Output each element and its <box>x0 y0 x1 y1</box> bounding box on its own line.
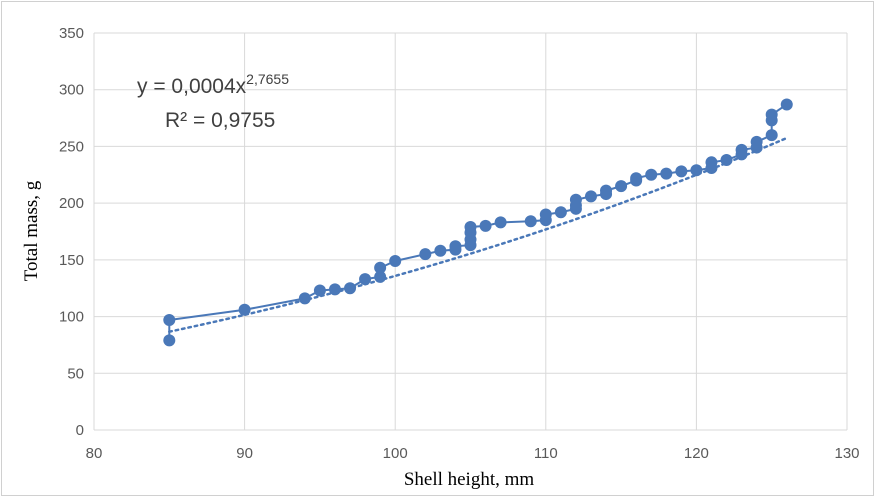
equation-base: y = 0,0004x <box>137 75 247 98</box>
data-point <box>630 172 643 185</box>
data-point <box>359 273 372 286</box>
series-line-group <box>168 103 788 341</box>
data-point <box>344 282 357 295</box>
data-point <box>750 135 763 148</box>
y-tick-label: 350 <box>59 25 84 42</box>
y-tick-label: 250 <box>59 138 84 155</box>
data-point <box>569 193 582 206</box>
data-point <box>660 167 673 180</box>
tick-labels: 0 50 100 150 200 250 300 350 80 90 100 110 120 130 <box>59 25 860 462</box>
data-point <box>313 284 326 297</box>
data-points <box>163 98 793 347</box>
data-point <box>720 154 733 167</box>
y-tick-label: 200 <box>59 195 84 212</box>
data-point <box>735 143 748 156</box>
x-tick-label: 80 <box>86 445 103 462</box>
grid-lines <box>93 32 848 431</box>
x-tick-label: 90 <box>236 445 253 462</box>
equation-exponent: 2,7655 <box>246 71 289 87</box>
data-point <box>238 303 251 316</box>
data-point <box>374 270 387 283</box>
data-point <box>645 168 658 181</box>
trendline-equation: y = 0,0004x2,7655 <box>137 71 289 98</box>
x-axis-title: Shell height, mm <box>404 469 535 490</box>
data-point <box>765 129 778 142</box>
data-point <box>298 292 311 305</box>
trendline-group <box>168 136 789 333</box>
y-tick-label: 50 <box>67 365 84 382</box>
data-point <box>690 164 703 177</box>
data-point <box>600 184 613 197</box>
x-tick-label: 110 <box>534 445 558 462</box>
x-tick-label: 120 <box>684 445 709 462</box>
data-point <box>163 313 176 326</box>
data-point <box>479 219 492 232</box>
data-point <box>449 240 462 253</box>
y-tick-label: 100 <box>59 309 84 326</box>
data-point <box>389 254 402 267</box>
x-tick-label: 100 <box>383 445 408 462</box>
x-tick-label: 130 <box>834 445 859 462</box>
series-line <box>168 103 788 341</box>
data-point <box>494 216 507 229</box>
y-tick-label: 300 <box>59 82 84 99</box>
data-point <box>524 215 537 228</box>
r-squared-label: R² = 0,9755 <box>165 109 275 132</box>
y-tick-label: 150 <box>59 252 84 269</box>
y-tick-label: 0 <box>76 422 84 439</box>
power-trendline <box>168 136 789 333</box>
data-point <box>539 208 552 221</box>
data-point <box>705 156 718 169</box>
data-point <box>584 190 597 203</box>
data-point <box>328 283 341 296</box>
data-point <box>464 220 477 233</box>
data-point <box>419 248 432 261</box>
data-point <box>434 244 447 257</box>
data-point <box>374 261 387 274</box>
data-point <box>780 98 793 111</box>
data-point <box>615 180 628 193</box>
data-point <box>675 165 688 178</box>
data-point <box>554 206 567 219</box>
y-axis-title: Total mass, g <box>21 180 42 281</box>
data-point <box>163 334 176 347</box>
data-point <box>765 108 778 121</box>
